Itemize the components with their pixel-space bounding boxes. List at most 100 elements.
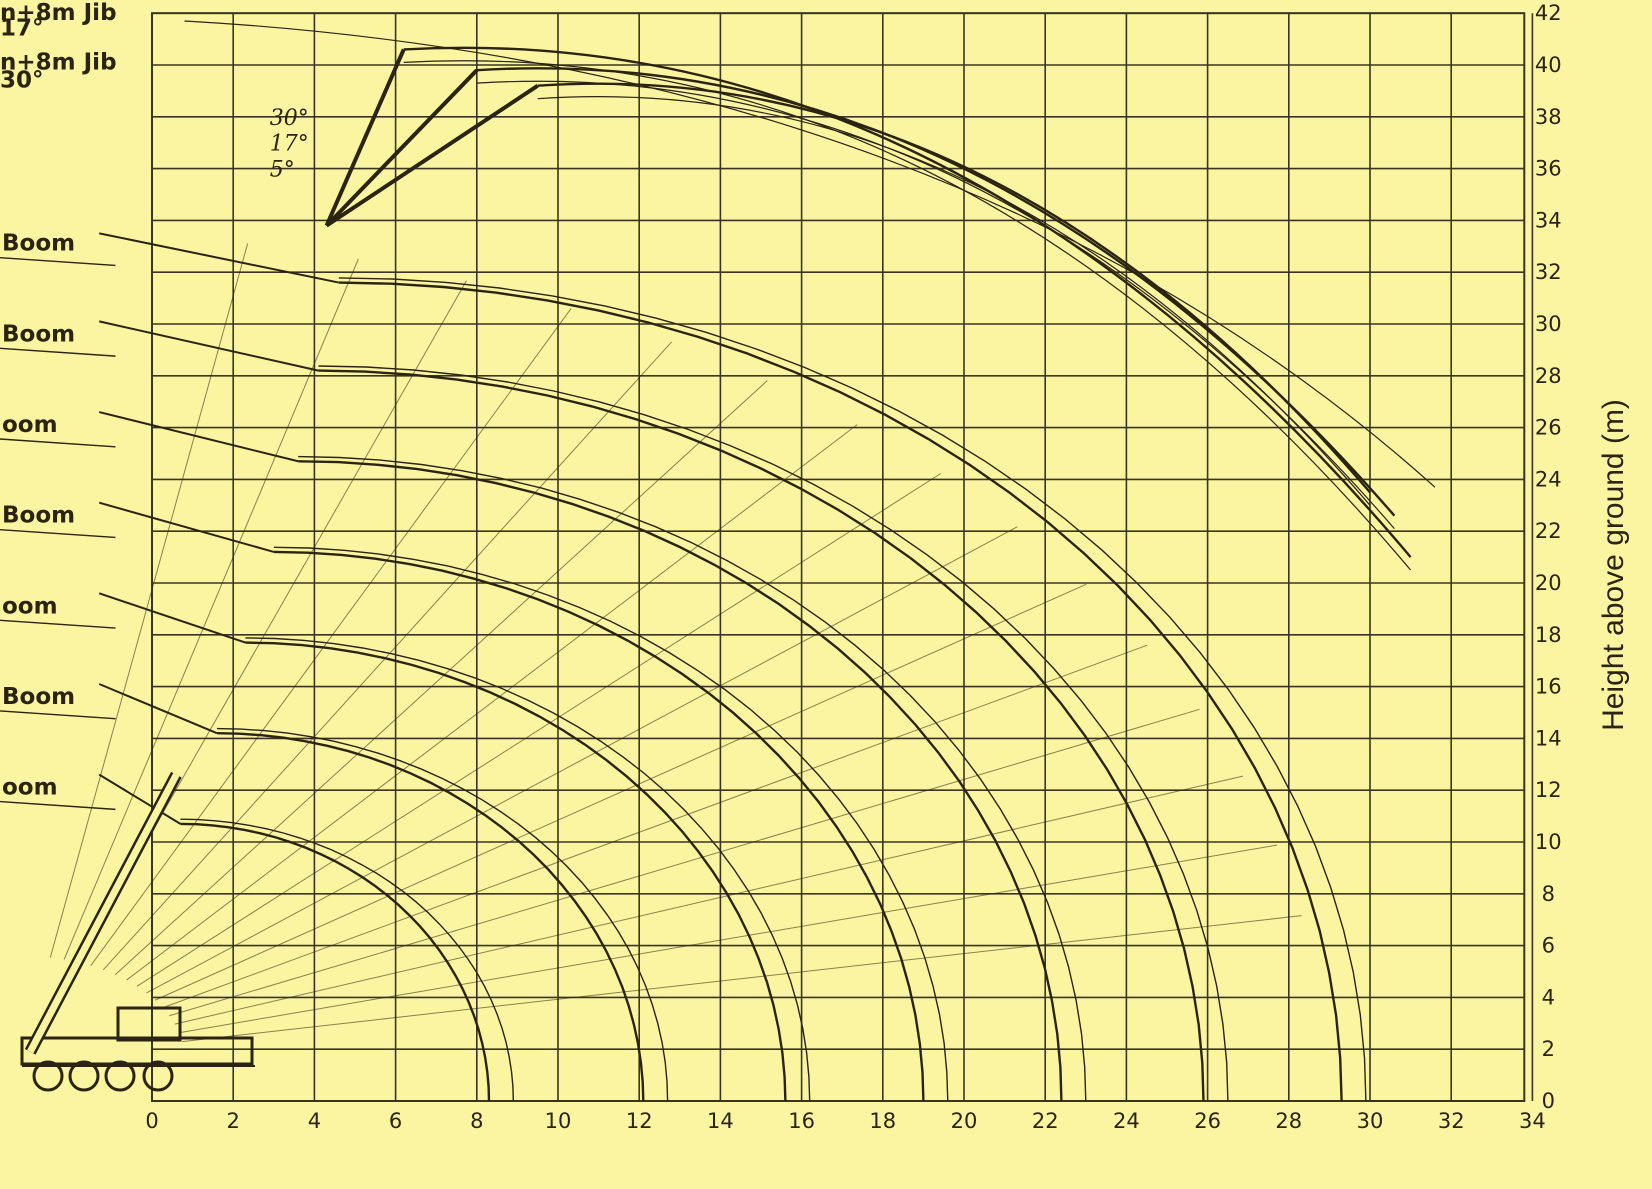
boom-label: Boom (2, 503, 75, 529)
reach-curve (338, 277, 1367, 1102)
reach-curve (298, 455, 1087, 1102)
crane-wheel (142, 1060, 174, 1092)
x-tick-labels: 0 2 4 6 8 10 12 14 16 18 20 22 24 26 28 30 32 34 (145, 1109, 1545, 1133)
x-tick-label: 28 (1275, 1109, 1302, 1133)
boom-tip-link (99, 232, 339, 284)
jib-curve (476, 67, 1396, 517)
reach-curve (245, 641, 787, 1102)
y-tick-label: 2 (1542, 1037, 1555, 1061)
jib-angle-label: 30° (270, 106, 309, 131)
y-tick-label: 18 (1535, 623, 1562, 647)
y-tick-label: 4 (1542, 985, 1555, 1009)
y-tick-label: 38 (1535, 105, 1562, 129)
radial-line (174, 775, 1244, 1025)
crane-wheel (32, 1060, 64, 1092)
boom-label: oom (2, 593, 58, 619)
x-tick-label: 12 (626, 1109, 653, 1133)
envelope-curve (184, 20, 1436, 488)
boom-leader (0, 257, 116, 267)
boom-label: 17° (0, 16, 44, 42)
reach-curve (216, 732, 645, 1102)
reach-curve (318, 365, 1229, 1102)
x-tick-label: 2 (227, 1109, 240, 1133)
y-tick-label: 26 (1535, 416, 1562, 440)
boom-label: n+8m Jib (0, 49, 117, 75)
boom-label: Boom (2, 321, 75, 347)
x-tick-label: 8 (470, 1109, 483, 1133)
crane-carrier (20, 1036, 254, 1066)
radial-line (114, 380, 768, 976)
crane-wheel (68, 1060, 100, 1092)
y-tick-label: 16 (1535, 675, 1562, 699)
crane-boom-inner (27, 773, 180, 1054)
y-tick-label: 10 (1535, 830, 1562, 854)
boom-tip-link (98, 773, 181, 825)
crane-wheel (104, 1060, 136, 1092)
jib-strut (324, 48, 406, 227)
y-tick-label: 22 (1535, 519, 1562, 543)
jib-strut (325, 84, 539, 228)
crane-cab (116, 1006, 182, 1042)
jib-curves: 30°17°5° (184, 20, 1436, 571)
boom-label: 30° (0, 68, 44, 94)
boom-label: Boom (2, 684, 75, 710)
x-tick-label: 34 (1519, 1109, 1546, 1133)
x-tick-label: 18 (869, 1109, 896, 1133)
x-tick-label: 22 (1032, 1109, 1059, 1133)
reach-curve (245, 637, 811, 1102)
reach-curve (180, 822, 491, 1102)
radial-line (178, 844, 1278, 1034)
y-tick-label: 30 (1535, 312, 1562, 336)
boom-tip-link (98, 501, 275, 553)
y-axis-label: Height above ground (m) (1597, 399, 1630, 731)
x-tick-label: 16 (788, 1109, 815, 1133)
y-tick-label: 36 (1535, 157, 1562, 181)
x-tick-label: 20 (951, 1109, 978, 1133)
boom-tip-link (98, 411, 299, 463)
x-tick-label: 24 (1113, 1109, 1140, 1133)
x-tick-label: 14 (707, 1109, 734, 1133)
reach-curve (298, 460, 1063, 1102)
x-tick-label: 4 (308, 1109, 321, 1133)
jib-angle-label: 5° (270, 158, 295, 183)
y-tick-label: 20 (1535, 571, 1562, 595)
jib-angle-label: 17° (270, 132, 309, 157)
jib-curve (403, 60, 1412, 571)
boom-leader (0, 619, 116, 629)
y-tick-label: 0 (1542, 1089, 1555, 1113)
radial-line (126, 424, 858, 981)
reach-curve (318, 369, 1205, 1102)
boom-tip-link (98, 683, 218, 735)
x-tick-label: 30 (1357, 1109, 1384, 1133)
radial-line (49, 243, 249, 958)
boom-tip-link (99, 320, 319, 372)
reach-curve (273, 546, 949, 1102)
y-tick-label: 8 (1542, 882, 1555, 906)
x-tick-label: 10 (545, 1109, 572, 1133)
boom-leader (0, 528, 116, 539)
jib-curve (403, 46, 1412, 558)
reach-curve (216, 727, 669, 1102)
boom-leader (0, 800, 116, 811)
radial-line (102, 341, 673, 971)
plot-border (151, 12, 1526, 1103)
x-tick-label: 32 (1438, 1109, 1465, 1133)
y-tick-label: 12 (1535, 778, 1562, 802)
radial-line (146, 526, 1018, 994)
boom-label: n+8m Jib (0, 0, 117, 26)
radial-line (162, 644, 1148, 1009)
y-tick-label: 14 (1535, 726, 1562, 750)
x-tick-label: 6 (389, 1109, 402, 1133)
boom-leader (0, 710, 116, 720)
radial-lines (49, 243, 1302, 1043)
boom-label: Boom (2, 231, 75, 257)
radial-line (181, 915, 1302, 1043)
radial-line (169, 708, 1200, 1017)
reach-curve (338, 281, 1343, 1102)
x-tick-label: 26 (1194, 1109, 1221, 1133)
jib-curve (537, 82, 1371, 494)
y-tick-label: 28 (1535, 364, 1562, 388)
